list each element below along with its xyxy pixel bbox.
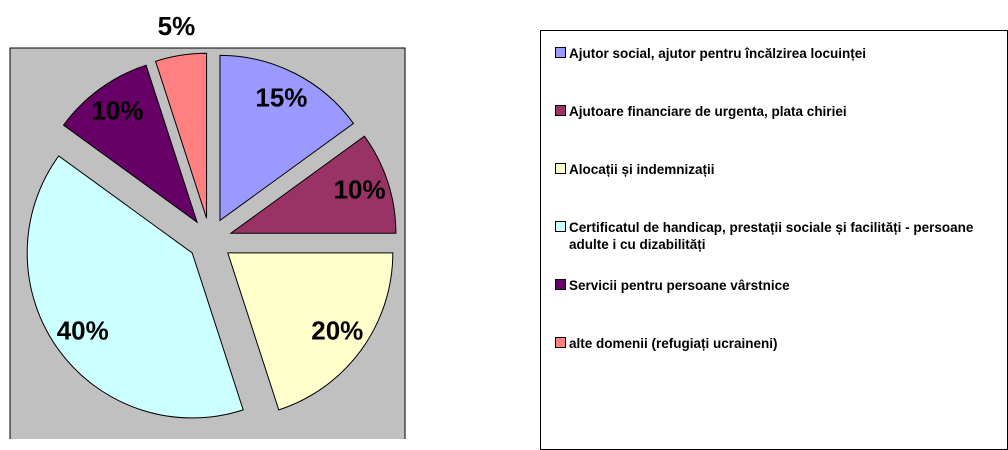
data-label: 10% [92,96,144,126]
legend-item: Certificatul de handicap, prestații soci… [555,219,999,253]
legend-swatch [555,47,566,58]
data-label: 40% [57,315,109,345]
legend-item: Ajutoare financiare de urgenta, plata ch… [555,103,999,120]
legend-item: Servicii pentru persoane vârstnice [555,277,999,294]
pie-slice [26,155,244,419]
legend-label: alte domenii (refugiați ucraineni) [569,336,778,351]
legend: Ajutor social, ajutor pentru încălzirea … [540,30,1008,450]
legend-swatch [555,337,566,348]
pie-slice [229,135,397,234]
pie-slice [62,64,199,224]
legend-swatch [555,279,566,290]
data-label: 15% [255,83,307,113]
legend-item: alte domenii (refugiați ucraineni) [555,335,999,352]
data-label: 10% [334,174,386,204]
pie-slice [219,54,355,222]
legend-label: Servicii pentru persoane vârstnice [569,278,790,293]
page: 15% 10% 20% 40% 10% 5% Ajutor social, ajutor … [9,11,1008,450]
legend-item: Ajutor social, ajutor pentru încălzirea … [555,45,999,62]
legend-item: Alocații și indemnizații [555,161,999,178]
legend-swatch [555,221,566,232]
legend-swatch [555,105,566,116]
legend-label: Certificatul de handicap, prestații soci… [569,220,974,252]
legend-label: Ajutoare financiare de urgenta, plata ch… [569,104,847,119]
legend-swatch [555,163,566,174]
legend-label: Alocații și indemnizații [569,162,715,177]
pie-slice [154,52,208,219]
chart: 15% 10% 20% 40% 10% 5% [9,11,406,439]
pie-slice [227,252,394,411]
data-label: 20% [311,315,363,345]
data-label: 5% [158,11,196,41]
legend-label: Ajutor social, ajutor pentru încălzirea … [569,46,867,61]
